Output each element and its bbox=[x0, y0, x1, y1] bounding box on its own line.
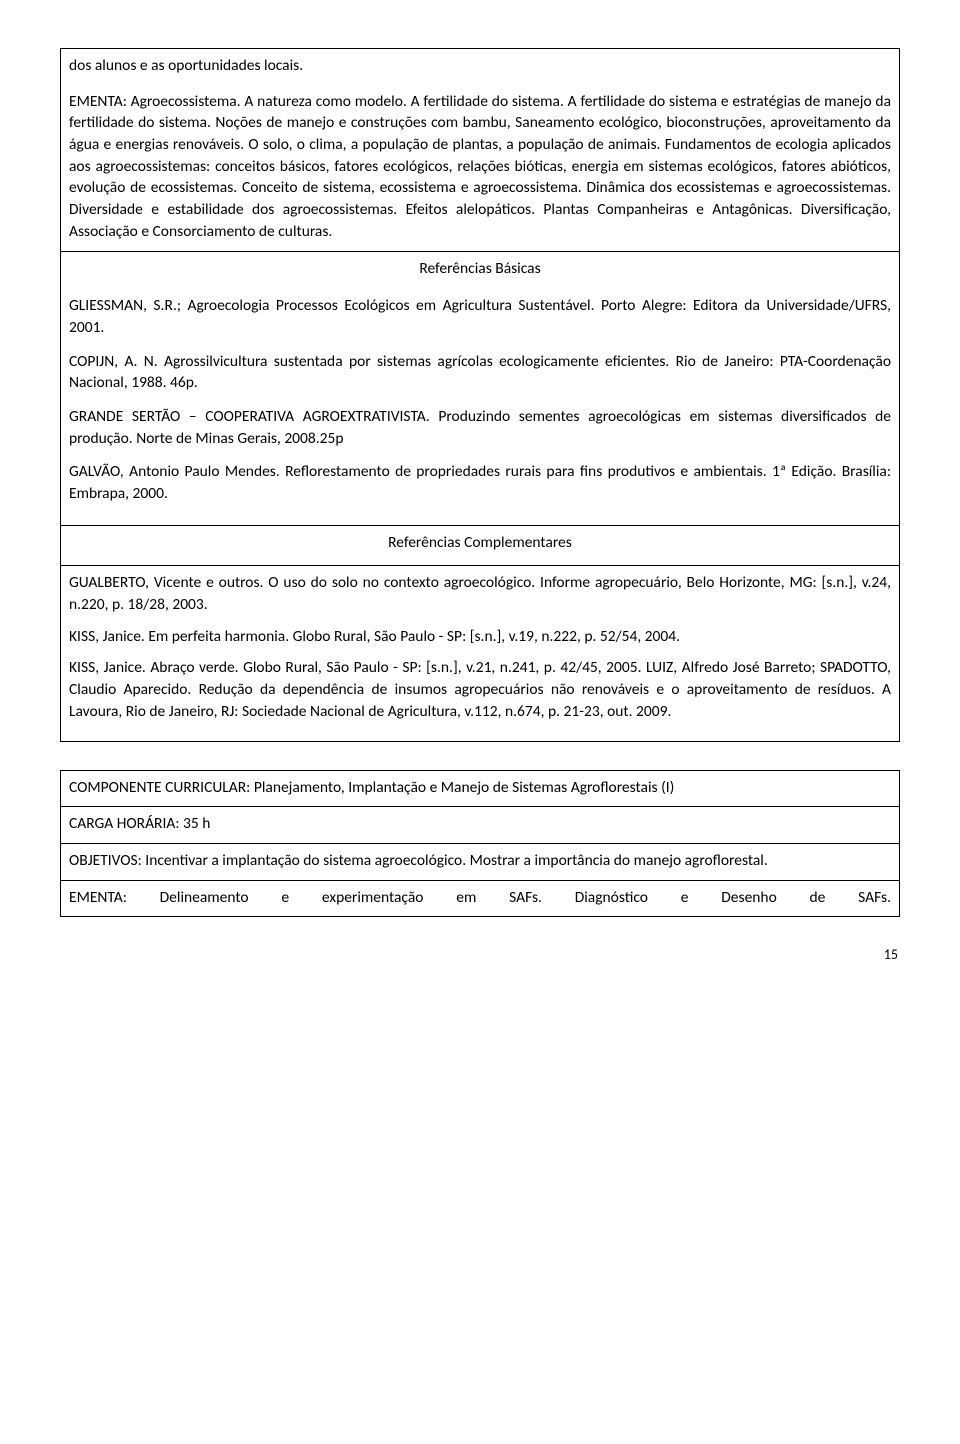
cell-ref-comp-title: Referências Complementares bbox=[61, 525, 900, 566]
syllabus-table-1: dos alunos e as oportunidades locais. EM… bbox=[60, 48, 900, 742]
cell-objetivos: OBJETIVOS: Incentivar a implantação do s… bbox=[61, 843, 900, 880]
ref-basicas-item: COPIJN, A. N. Agrossilvicultura sustenta… bbox=[69, 351, 891, 394]
intro-line: dos alunos e as oportunidades locais. bbox=[69, 55, 891, 77]
ref-basicas-item: GALVÃO, Antonio Paulo Mendes. Refloresta… bbox=[69, 461, 891, 504]
cell-componente: COMPONENTE CURRICULAR: Planejamento, Imp… bbox=[61, 770, 900, 807]
cell-ref-basicas: Referências Básicas GLIESSMAN, S.R.; Agr… bbox=[61, 251, 900, 525]
cell-intro: dos alunos e as oportunidades locais. EM… bbox=[61, 49, 900, 252]
ref-basicas-item: GRANDE SERTÃO – COOPERATIVA AGROEXTRATIV… bbox=[69, 406, 891, 449]
carga-text: CARGA HORÁRIA: 35 h bbox=[69, 813, 891, 835]
cell-ref-comp: GUALBERTO, Vicente e outros. O uso do so… bbox=[61, 566, 900, 741]
ref-comp-item: GUALBERTO, Vicente e outros. O uso do so… bbox=[69, 572, 891, 615]
cell-ementa2: EMENTA: Delineamento e experimentação em… bbox=[61, 880, 900, 917]
ref-comp-title: Referências Complementares bbox=[69, 532, 891, 558]
ementa2-text: EMENTA: Delineamento e experimentação em… bbox=[69, 887, 891, 909]
ref-basicas-title: Referências Básicas bbox=[69, 258, 891, 284]
cell-carga: CARGA HORÁRIA: 35 h bbox=[61, 807, 900, 844]
objetivos-text: OBJETIVOS: Incentivar a implantação do s… bbox=[69, 850, 891, 872]
ref-basicas-item: GLIESSMAN, S.R.; Agroecologia Processos … bbox=[69, 295, 891, 338]
ementa-text: EMENTA: Agroecossistema. A natureza como… bbox=[69, 91, 891, 243]
syllabus-table-2: COMPONENTE CURRICULAR: Planejamento, Imp… bbox=[60, 770, 900, 918]
componente-text: COMPONENTE CURRICULAR: Planejamento, Imp… bbox=[69, 777, 891, 799]
page-number: 15 bbox=[60, 945, 900, 965]
ref-comp-item: KISS, Janice. Abraço verde. Globo Rural,… bbox=[69, 657, 891, 722]
ref-comp-item: KISS, Janice. Em perfeita harmonia. Glob… bbox=[69, 626, 891, 648]
